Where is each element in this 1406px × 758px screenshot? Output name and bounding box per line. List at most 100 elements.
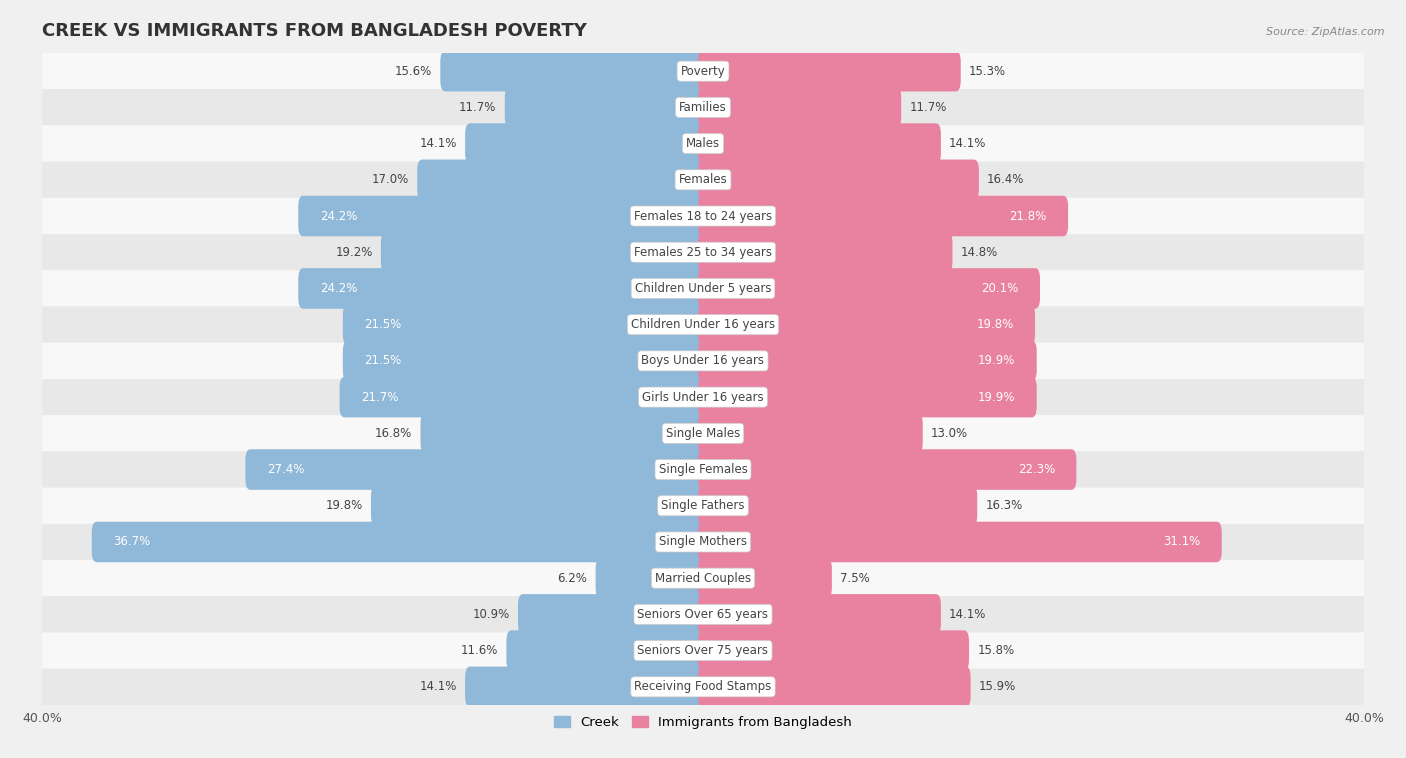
FancyBboxPatch shape bbox=[298, 196, 709, 236]
FancyBboxPatch shape bbox=[42, 632, 1364, 669]
FancyBboxPatch shape bbox=[42, 415, 1364, 452]
Text: 31.1%: 31.1% bbox=[1163, 535, 1201, 549]
FancyBboxPatch shape bbox=[506, 631, 709, 671]
FancyBboxPatch shape bbox=[42, 487, 1364, 524]
Text: Seniors Over 65 years: Seniors Over 65 years bbox=[637, 608, 769, 621]
Text: 16.3%: 16.3% bbox=[986, 500, 1022, 512]
FancyBboxPatch shape bbox=[505, 87, 709, 127]
Text: 21.5%: 21.5% bbox=[364, 355, 402, 368]
Text: 14.1%: 14.1% bbox=[419, 137, 457, 150]
FancyBboxPatch shape bbox=[42, 306, 1364, 343]
Text: 24.2%: 24.2% bbox=[319, 209, 357, 223]
Text: 24.2%: 24.2% bbox=[319, 282, 357, 295]
FancyBboxPatch shape bbox=[697, 340, 1036, 381]
FancyBboxPatch shape bbox=[697, 522, 1222, 562]
Text: Females 18 to 24 years: Females 18 to 24 years bbox=[634, 209, 772, 223]
Text: 20.1%: 20.1% bbox=[981, 282, 1018, 295]
FancyBboxPatch shape bbox=[42, 379, 1364, 415]
FancyBboxPatch shape bbox=[42, 597, 1364, 632]
FancyBboxPatch shape bbox=[697, 159, 979, 200]
FancyBboxPatch shape bbox=[246, 449, 709, 490]
FancyBboxPatch shape bbox=[371, 485, 709, 526]
FancyBboxPatch shape bbox=[697, 51, 960, 92]
FancyBboxPatch shape bbox=[697, 196, 1069, 236]
Text: 6.2%: 6.2% bbox=[558, 572, 588, 584]
FancyBboxPatch shape bbox=[697, 666, 970, 707]
Text: Single Females: Single Females bbox=[658, 463, 748, 476]
FancyBboxPatch shape bbox=[339, 377, 709, 418]
Text: Married Couples: Married Couples bbox=[655, 572, 751, 584]
Text: 13.0%: 13.0% bbox=[931, 427, 969, 440]
Text: 15.8%: 15.8% bbox=[977, 644, 1014, 657]
Text: 10.9%: 10.9% bbox=[472, 608, 510, 621]
Text: 14.8%: 14.8% bbox=[960, 246, 998, 258]
FancyBboxPatch shape bbox=[697, 87, 901, 127]
FancyBboxPatch shape bbox=[42, 560, 1364, 597]
Text: Boys Under 16 years: Boys Under 16 years bbox=[641, 355, 765, 368]
FancyBboxPatch shape bbox=[465, 124, 709, 164]
FancyBboxPatch shape bbox=[42, 198, 1364, 234]
Text: 21.5%: 21.5% bbox=[364, 318, 402, 331]
FancyBboxPatch shape bbox=[42, 669, 1364, 705]
FancyBboxPatch shape bbox=[42, 343, 1364, 379]
FancyBboxPatch shape bbox=[465, 666, 709, 707]
Text: 19.9%: 19.9% bbox=[977, 390, 1015, 403]
Text: Single Fathers: Single Fathers bbox=[661, 500, 745, 512]
Text: 16.4%: 16.4% bbox=[987, 174, 1025, 186]
FancyBboxPatch shape bbox=[42, 234, 1364, 271]
Text: 14.1%: 14.1% bbox=[949, 137, 987, 150]
Text: 14.1%: 14.1% bbox=[419, 681, 457, 694]
Text: 19.9%: 19.9% bbox=[977, 355, 1015, 368]
Text: 27.4%: 27.4% bbox=[267, 463, 304, 476]
Text: 14.1%: 14.1% bbox=[949, 608, 987, 621]
Text: Children Under 16 years: Children Under 16 years bbox=[631, 318, 775, 331]
Text: Receiving Food Stamps: Receiving Food Stamps bbox=[634, 681, 772, 694]
Text: 19.8%: 19.8% bbox=[325, 500, 363, 512]
FancyBboxPatch shape bbox=[697, 449, 1077, 490]
Text: 17.0%: 17.0% bbox=[371, 174, 409, 186]
FancyBboxPatch shape bbox=[91, 522, 709, 562]
FancyBboxPatch shape bbox=[697, 232, 952, 273]
FancyBboxPatch shape bbox=[418, 159, 709, 200]
Text: Source: ZipAtlas.com: Source: ZipAtlas.com bbox=[1267, 27, 1385, 36]
FancyBboxPatch shape bbox=[697, 268, 1040, 309]
Text: 7.5%: 7.5% bbox=[841, 572, 870, 584]
FancyBboxPatch shape bbox=[697, 594, 941, 634]
FancyBboxPatch shape bbox=[517, 594, 709, 634]
Legend: Creek, Immigrants from Bangladesh: Creek, Immigrants from Bangladesh bbox=[548, 710, 858, 735]
FancyBboxPatch shape bbox=[697, 485, 977, 526]
FancyBboxPatch shape bbox=[343, 340, 709, 381]
Text: 11.7%: 11.7% bbox=[460, 101, 496, 114]
Text: 11.7%: 11.7% bbox=[910, 101, 946, 114]
FancyBboxPatch shape bbox=[697, 305, 1035, 345]
FancyBboxPatch shape bbox=[697, 377, 1036, 418]
Text: 22.3%: 22.3% bbox=[1018, 463, 1054, 476]
Text: Girls Under 16 years: Girls Under 16 years bbox=[643, 390, 763, 403]
FancyBboxPatch shape bbox=[697, 124, 941, 164]
FancyBboxPatch shape bbox=[42, 524, 1364, 560]
Text: Males: Males bbox=[686, 137, 720, 150]
FancyBboxPatch shape bbox=[298, 268, 709, 309]
Text: 15.9%: 15.9% bbox=[979, 681, 1017, 694]
Text: Single Males: Single Males bbox=[666, 427, 740, 440]
Text: Children Under 5 years: Children Under 5 years bbox=[634, 282, 772, 295]
FancyBboxPatch shape bbox=[697, 631, 969, 671]
FancyBboxPatch shape bbox=[42, 161, 1364, 198]
Text: Females 25 to 34 years: Females 25 to 34 years bbox=[634, 246, 772, 258]
FancyBboxPatch shape bbox=[42, 271, 1364, 306]
FancyBboxPatch shape bbox=[420, 413, 709, 453]
FancyBboxPatch shape bbox=[596, 558, 709, 599]
FancyBboxPatch shape bbox=[42, 89, 1364, 126]
Text: 21.8%: 21.8% bbox=[1010, 209, 1046, 223]
Text: 19.8%: 19.8% bbox=[976, 318, 1014, 331]
Text: 19.2%: 19.2% bbox=[335, 246, 373, 258]
Text: Females: Females bbox=[679, 174, 727, 186]
Text: 36.7%: 36.7% bbox=[114, 535, 150, 549]
Text: 15.3%: 15.3% bbox=[969, 64, 1007, 77]
Text: 16.8%: 16.8% bbox=[375, 427, 412, 440]
FancyBboxPatch shape bbox=[42, 452, 1364, 487]
Text: Single Mothers: Single Mothers bbox=[659, 535, 747, 549]
Text: Families: Families bbox=[679, 101, 727, 114]
Text: CREEK VS IMMIGRANTS FROM BANGLADESH POVERTY: CREEK VS IMMIGRANTS FROM BANGLADESH POVE… bbox=[42, 23, 588, 40]
FancyBboxPatch shape bbox=[381, 232, 709, 273]
